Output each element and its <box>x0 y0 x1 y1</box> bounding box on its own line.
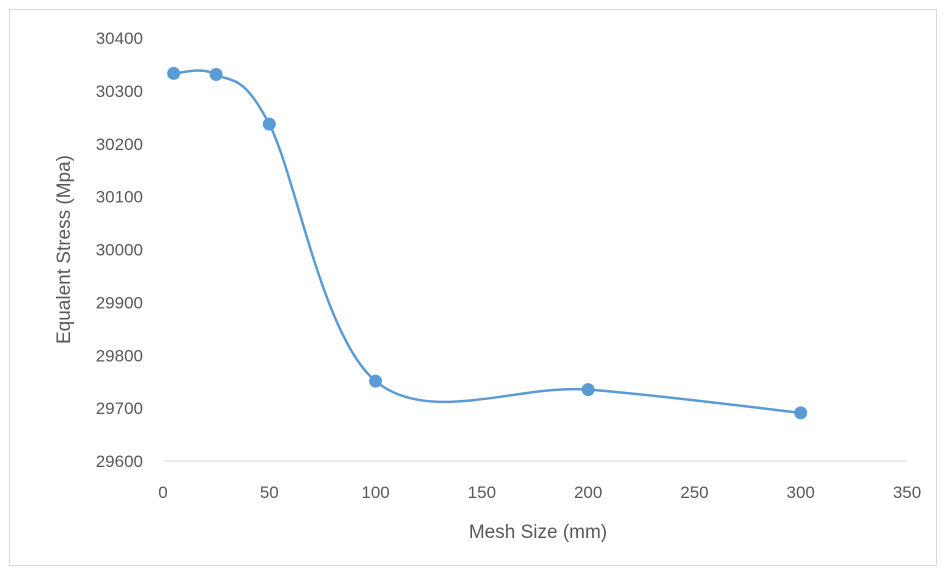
x-tick-label: 0 <box>158 483 167 502</box>
x-tick-label: 150 <box>468 483 496 502</box>
x-tick-label: 350 <box>893 483 921 502</box>
y-tick-label: 29900 <box>96 293 143 312</box>
data-point <box>209 67 223 81</box>
data-point <box>794 406 808 420</box>
data-point <box>581 383 595 397</box>
series-line <box>173 69 801 415</box>
x-tick-labels: 0 50 100 150 200 250 300 350 <box>158 483 921 502</box>
data-point <box>262 117 276 131</box>
y-tick-labels: 29600 29700 29800 29900 30000 30100 30200 30300… <box>96 29 143 471</box>
data-point <box>167 66 181 80</box>
y-tick-label: 30000 <box>96 241 143 260</box>
y-tick-label: 30400 <box>96 29 143 48</box>
y-axis-title: Equalent Stress (Mpa) <box>54 155 75 344</box>
y-tick-label: 29600 <box>96 452 143 471</box>
x-tick-label: 300 <box>787 483 815 502</box>
chart-frame <box>9 9 937 566</box>
x-tick-label: 50 <box>260 483 279 502</box>
data-point <box>369 374 383 388</box>
x-axis-title: Mesh Size (mm) <box>469 522 607 543</box>
y-tick-label: 30200 <box>96 135 143 154</box>
x-tick-label: 200 <box>574 483 602 502</box>
y-tick-label: 30100 <box>96 188 143 207</box>
x-tick-label: 100 <box>361 483 389 502</box>
y-tick-label: 29800 <box>96 346 143 365</box>
y-tick-label: 29700 <box>96 399 143 418</box>
data-points <box>167 66 808 420</box>
y-tick-label: 30300 <box>96 82 143 101</box>
x-tick-label: 250 <box>680 483 708 502</box>
